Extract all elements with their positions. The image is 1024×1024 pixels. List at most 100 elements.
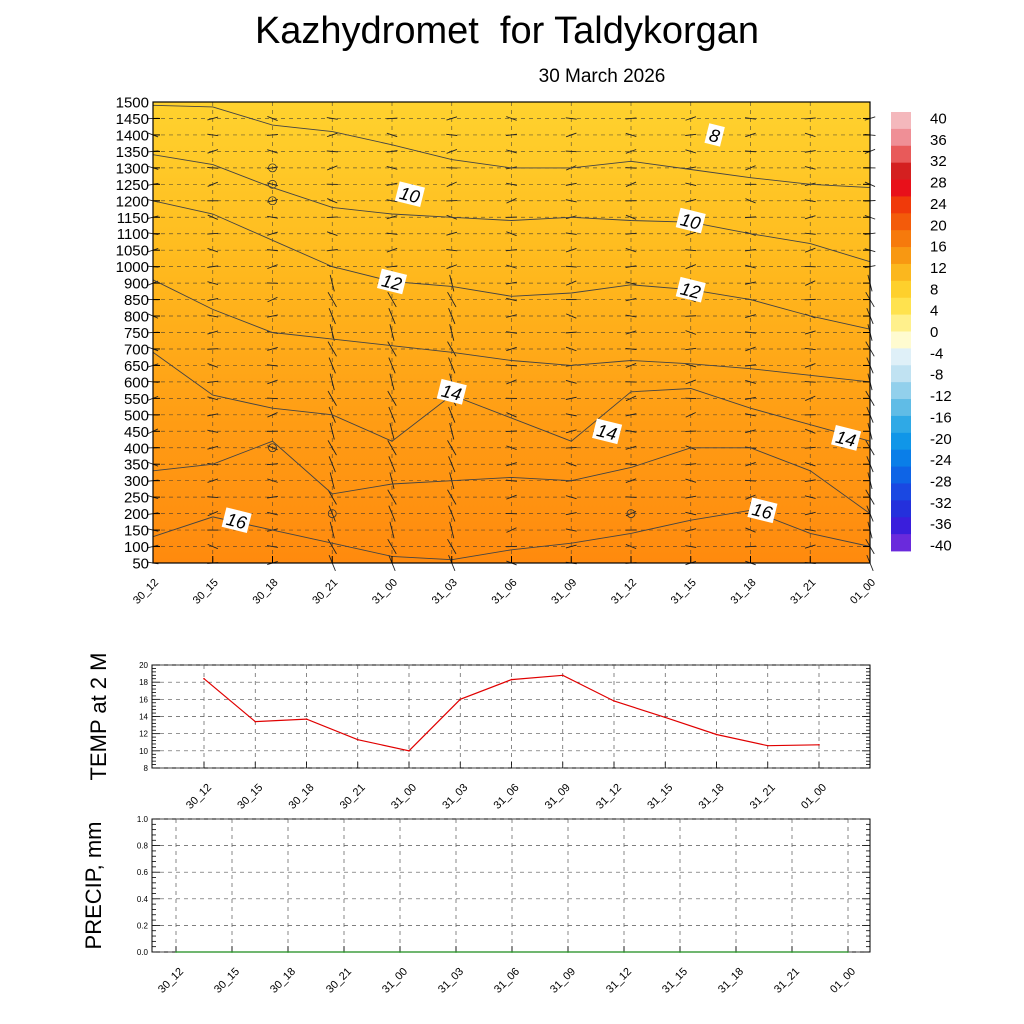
series-point: [231, 951, 233, 953]
panel-x-tick-label: 31_06: [492, 966, 522, 996]
wind-barb: [685, 249, 697, 252]
wind-barb: [565, 380, 577, 384]
colorbar-tick-label: -8: [930, 367, 943, 384]
panel-frame: [151, 664, 871, 769]
contour-label-box: [675, 207, 706, 234]
wind-barb: [446, 149, 458, 154]
colorbar-swatch: [891, 483, 911, 501]
wind-barb: [449, 422, 455, 440]
wind-barb: [804, 363, 816, 368]
panel-y-tick-label: 0.6: [137, 868, 149, 877]
series-point: [847, 951, 849, 953]
colorbar-swatch: [891, 466, 911, 484]
wind-barb: [505, 479, 518, 482]
wind-barb: [446, 181, 457, 188]
colorbar-tick-label: 20: [930, 217, 947, 234]
wind-barb: [388, 307, 396, 325]
wind-barb: [267, 379, 278, 385]
x-tick-label: 01_00: [848, 577, 878, 607]
panel-x-tick-label: 01_00: [828, 966, 858, 996]
wind-barb: [804, 428, 816, 434]
wind-barb: [388, 357, 396, 374]
wind-barb: [685, 149, 697, 154]
series-point: [287, 951, 289, 953]
wind-barb: [565, 544, 577, 549]
y-tick-label: 50: [132, 556, 149, 573]
panel-x-tick-label: 31_15: [645, 782, 675, 812]
colorbar-swatch: [891, 365, 911, 383]
colorbar-tick-label: -4: [930, 345, 943, 362]
wind-barb: [267, 264, 278, 270]
wind-barb: [327, 489, 337, 505]
series-point: [735, 951, 737, 953]
wind-barb: [685, 347, 697, 351]
wind-barb: [505, 133, 518, 137]
wind-barb: [566, 313, 577, 319]
wind-barb: [329, 324, 335, 341]
wind-barb: [685, 528, 697, 532]
calm-wind-circle: [268, 163, 277, 173]
series-point: [561, 674, 564, 677]
contour-label-text: 10: [678, 209, 702, 233]
wind-barb: [388, 505, 396, 522]
panel-frame: [151, 818, 871, 953]
wind-barb: [207, 247, 219, 253]
y-tick-label: 850: [124, 292, 149, 309]
wind-barb: [266, 134, 279, 136]
colorbar-swatch: [891, 432, 911, 451]
wind-barb: [326, 132, 338, 138]
wind-barb: [804, 479, 816, 482]
y-tick-label: 1150: [117, 210, 149, 227]
wind-barb: [744, 479, 757, 482]
wind-barb: [804, 330, 816, 335]
wind-barb: [506, 149, 517, 154]
wind-barb: [506, 281, 517, 285]
colorbar-swatch: [891, 263, 911, 282]
wind-barb: [207, 478, 219, 483]
series-point: [679, 951, 681, 953]
wind-barb: [267, 347, 278, 351]
wind-barb: [448, 406, 456, 423]
colorbar-swatch: [891, 128, 911, 147]
panel-x-tick-label: 31_00: [389, 782, 419, 812]
wind-barb: [804, 150, 816, 153]
wind-barb: [685, 231, 697, 236]
wind-barb: [267, 445, 278, 451]
wind-barb: [387, 489, 397, 505]
wind-barb: [506, 198, 517, 204]
wind-barb: [744, 150, 757, 153]
wind-barb: [506, 494, 517, 500]
wind-barb: [447, 538, 457, 555]
y-tick-label: 800: [124, 309, 149, 326]
panel-y-axis-label: PRECIP, mm: [81, 822, 106, 950]
contour-label-box: [221, 507, 252, 534]
wind-barb: [207, 445, 219, 450]
wind-barb: [506, 527, 517, 533]
wind-barb: [389, 324, 395, 341]
wind-barb: [326, 117, 338, 120]
calm-wind-circle: [327, 509, 337, 519]
wind-barb: [207, 232, 219, 235]
y-tick-label: 600: [124, 374, 149, 391]
colorbar-swatch: [891, 348, 911, 366]
wind-barb: [565, 199, 577, 203]
wind-barb: [685, 478, 697, 483]
wind-barb: [625, 445, 637, 450]
panel-x-tick-label: 30_18: [287, 782, 317, 812]
series-point: [613, 700, 615, 702]
wind-barb: [566, 280, 577, 286]
temperature-2m-panel: 8 10 12 14 16 18 20 30_12 30_15 30_18 30_21 31_00 31…: [86, 653, 871, 812]
y-tick-label: 650: [124, 358, 149, 375]
wind-barb: [267, 412, 278, 418]
wind-barb: [565, 150, 577, 153]
wind-barb: [506, 314, 517, 318]
wind-barb: [506, 462, 517, 467]
wind-barb: [326, 150, 338, 153]
panel-x-tick-label: 31_03: [436, 966, 466, 996]
wind-barb: [207, 348, 219, 350]
wind-barb: [804, 495, 816, 499]
wind-barb: [625, 496, 637, 498]
wind-barb: [328, 505, 336, 522]
